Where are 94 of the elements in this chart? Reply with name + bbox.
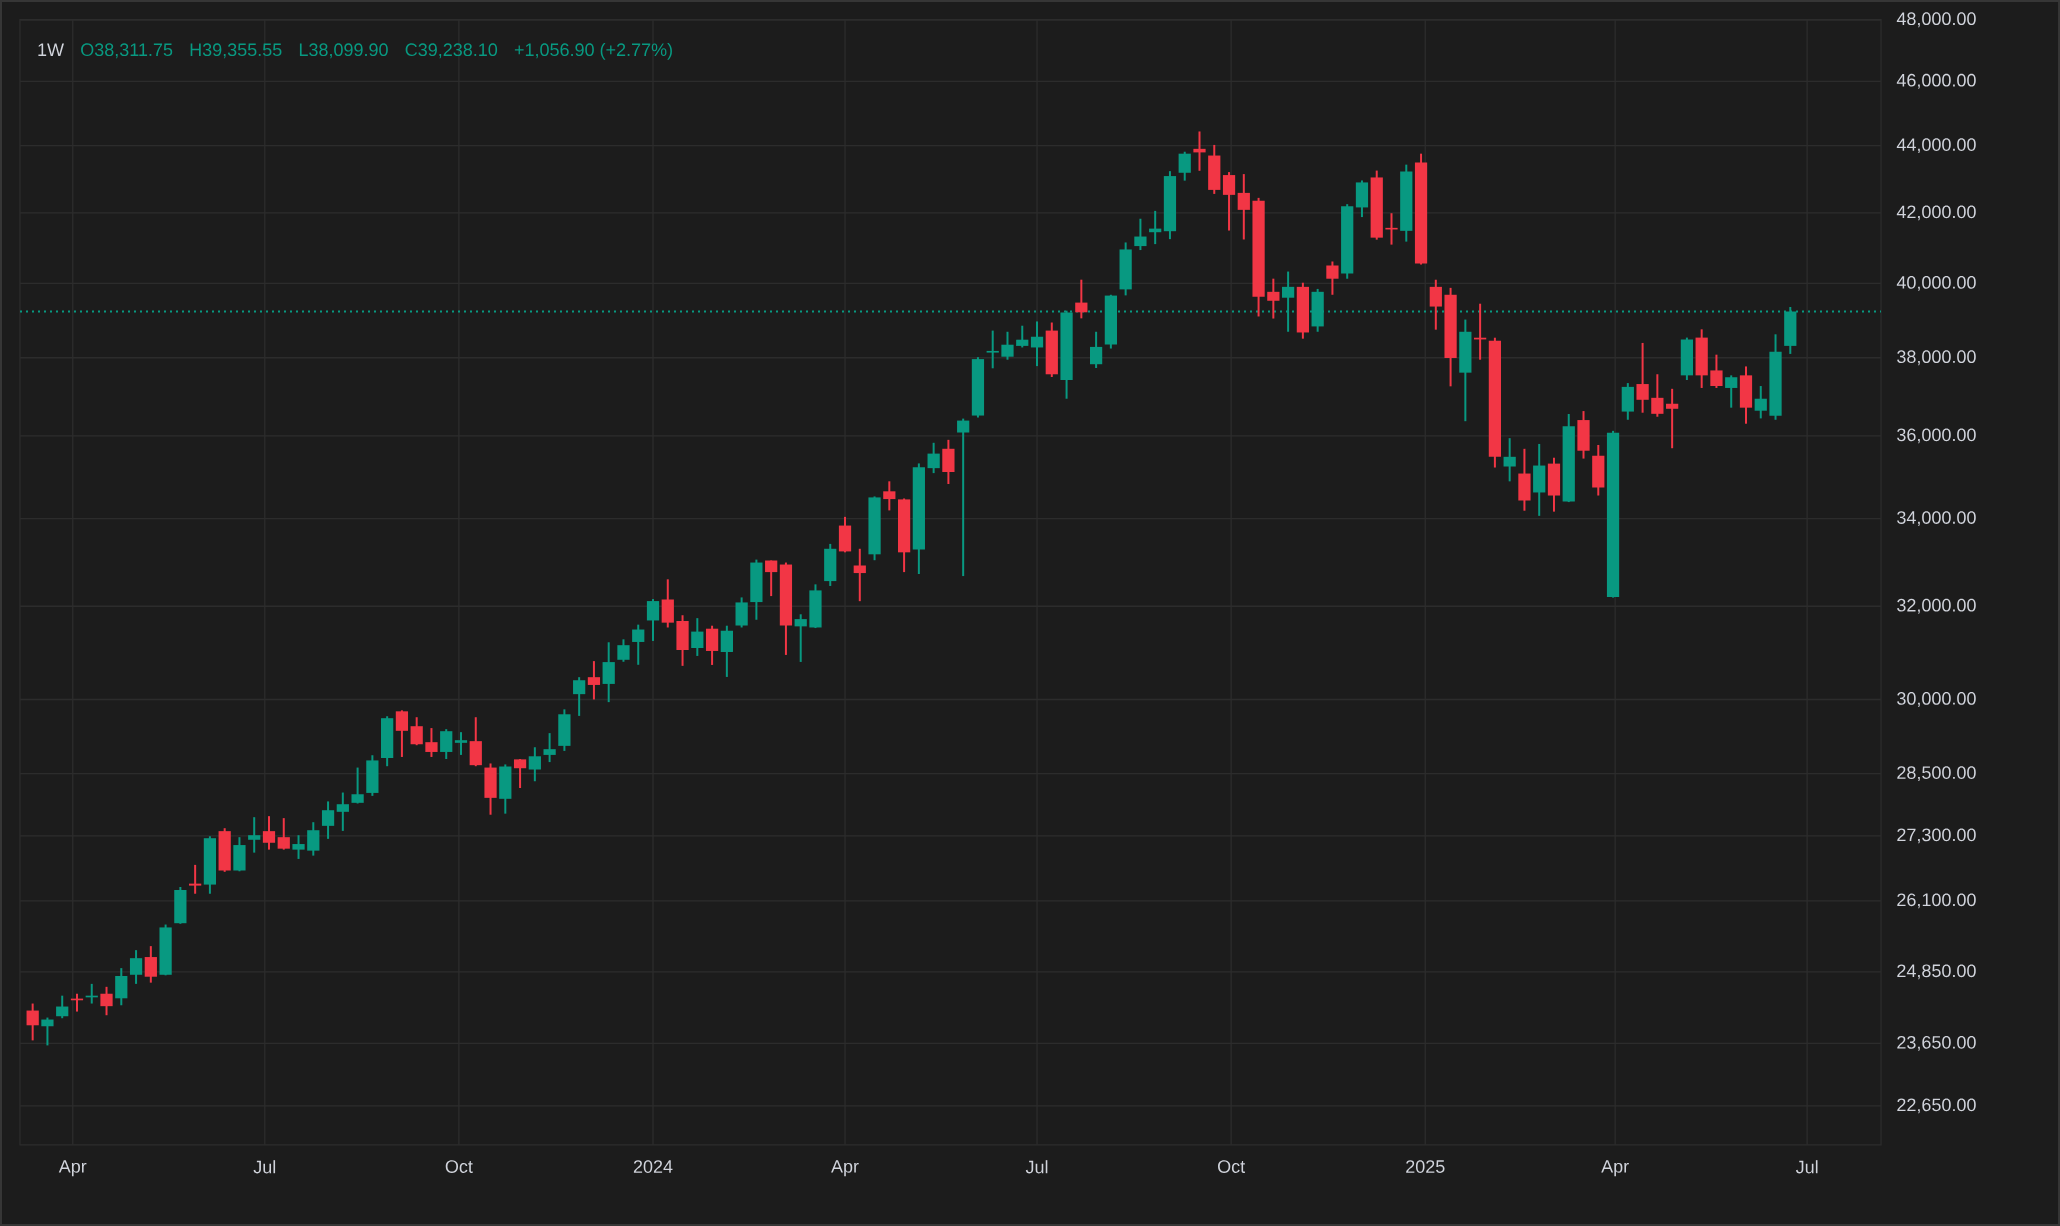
x-tick-label: Apr [58, 1160, 87, 1177]
candlestick [632, 623, 645, 666]
candlestick [602, 641, 615, 704]
candlestick [528, 746, 541, 783]
candlestick [543, 732, 556, 764]
candlestick [1754, 385, 1767, 420]
y-tick-label: 46,000.00 [1896, 73, 1976, 89]
candlestick [454, 731, 468, 756]
y-tick-label: 42,000.00 [1896, 205, 1976, 221]
x-tick-label: 2025 [1406, 1160, 1445, 1173]
candlestick [1178, 150, 1191, 182]
text: 1W [38, 43, 64, 56]
candlestick [1001, 330, 1014, 361]
candlestick [115, 967, 128, 1007]
y-tick-label: 24,850.00 [1897, 964, 1976, 980]
candlestick [144, 945, 157, 984]
annotation: O38,311.75 [81, 43, 173, 59]
annotation: H39,355.55 [190, 43, 282, 59]
y-tick-label: 23,650.00 [1897, 1035, 1976, 1051]
candlestick [425, 727, 438, 758]
candlestick [883, 480, 896, 512]
candlestick [248, 816, 261, 854]
candlestick [794, 613, 807, 663]
x-tick-label: Jul [253, 1160, 276, 1174]
candlestick [1030, 320, 1044, 368]
candlestick [1222, 171, 1236, 232]
candlestick [1651, 373, 1664, 418]
y-tick-label: 28,500.00 [1897, 766, 1976, 782]
candlestick [1326, 260, 1339, 296]
x-tick-label: Oct [1218, 1160, 1246, 1173]
annotation: +1,056.90 (+2.77%) [514, 42, 672, 60]
candlestick [100, 985, 113, 1017]
y-tick-label: 44,000.00 [1896, 138, 1976, 154]
candlestick [336, 791, 349, 832]
candlestick [1725, 374, 1738, 409]
candlestick [129, 949, 143, 985]
candlestick [1503, 437, 1516, 483]
x-tick-label: Apr [1601, 1160, 1629, 1177]
annotation: L38,099.90 [299, 43, 388, 59]
candlestick [410, 716, 423, 747]
candlestick [957, 417, 970, 578]
candlestick [440, 728, 453, 760]
candlestick [587, 660, 601, 701]
x-tick-label: Jul [1025, 1160, 1048, 1174]
candlestick [1237, 173, 1250, 241]
candlestick [26, 1002, 39, 1042]
annotation: C39,238.10 [405, 43, 498, 59]
candlestick [765, 559, 778, 598]
candlestick [1429, 278, 1442, 331]
y-tick-label: 38,000.00 [1897, 350, 1976, 366]
candlestick [617, 638, 630, 663]
candlestick [351, 766, 364, 805]
candlestick [853, 547, 866, 603]
y-tick-label: 36,000.00 [1897, 428, 1976, 444]
y-tick-label: 32,000.00 [1897, 598, 1976, 614]
candlestick [1016, 324, 1029, 349]
y-tick-label: 34,000.00 [1897, 511, 1976, 527]
candlestick [705, 624, 719, 666]
y-tick-label: 22,650.00 [1897, 1098, 1976, 1114]
x-tick-label: Apr [831, 1160, 859, 1177]
candlestick [1666, 387, 1679, 450]
y-tick-label: 26,100.00 [1897, 893, 1976, 909]
y-tick-label: 40,000.00 [1896, 276, 1976, 291]
candlestick [1134, 217, 1147, 252]
candlestick [56, 994, 69, 1020]
candlestick [321, 800, 335, 840]
x-tick-label: 2024 [633, 1160, 673, 1173]
y-tick-label: 48,000.00 [1896, 12, 1976, 28]
candlestick [1267, 277, 1280, 320]
candlestick [513, 758, 527, 789]
candlestick [927, 441, 940, 475]
candlestick [573, 676, 586, 717]
candlestick [661, 578, 674, 629]
x-tick-label: Jul [1795, 1160, 1818, 1174]
candlestick [307, 821, 320, 857]
candlestick [1710, 353, 1723, 389]
candlestick [1075, 278, 1088, 320]
x-tick-label: Oct [445, 1160, 473, 1173]
candlestick [277, 817, 290, 851]
y-tick-label: 30,000.00 [1897, 692, 1976, 707]
candlestick [395, 709, 409, 758]
candlestick [292, 834, 305, 860]
candlestick [1089, 330, 1103, 369]
candlestick [646, 598, 660, 642]
candlestick [691, 617, 704, 657]
candlestick [262, 815, 276, 851]
candlestick [41, 1016, 54, 1047]
candlestick [735, 596, 748, 629]
candlestick [189, 863, 202, 895]
candlestick [942, 438, 955, 485]
candlestick [1636, 341, 1649, 414]
candlestick [986, 329, 999, 370]
y-tick-label: 27,300.00 [1897, 828, 1976, 844]
candlestick [720, 624, 733, 678]
